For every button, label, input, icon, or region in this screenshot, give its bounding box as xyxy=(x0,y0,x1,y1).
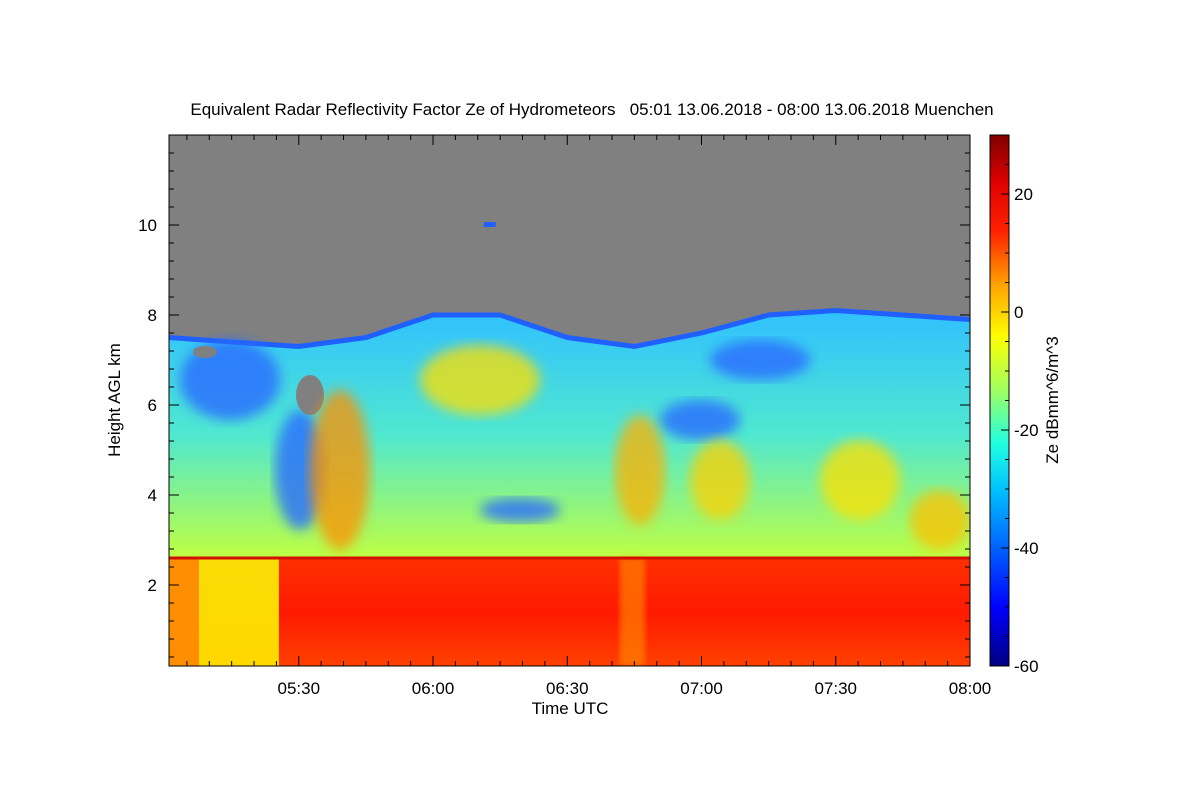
isolated-echo xyxy=(483,222,496,227)
colorbar-ticks: 20 0 -20 -40 -60 xyxy=(1001,134,1039,676)
chart-title: Equivalent Radar Reflectivity Factor Ze … xyxy=(190,100,993,119)
y-axis: 2 4 6 8 10 xyxy=(138,152,970,658)
fall-streak xyxy=(910,490,970,550)
fall-streak xyxy=(820,440,900,520)
colorbar-tick-label: -60 xyxy=(1014,657,1039,676)
x-tick-label: 06:30 xyxy=(546,679,589,698)
fall-streak xyxy=(615,415,665,525)
x-tick-label: 07:30 xyxy=(814,679,857,698)
cloud-top-edge xyxy=(169,307,970,350)
no-echo-hole xyxy=(296,375,324,415)
y-tick-label: 2 xyxy=(148,576,157,595)
x-axis: 05:30 06:00 06:30 07:00 07:30 08:00 xyxy=(186,135,992,698)
rain-streak xyxy=(620,558,645,666)
x-tick-label: 08:00 xyxy=(949,679,992,698)
y-tick-label: 8 xyxy=(148,306,157,325)
colorbar-tick-label: -20 xyxy=(1014,421,1039,440)
x-axis-label: Time UTC xyxy=(532,699,609,718)
colorbar-tick-label: 0 xyxy=(1014,303,1023,322)
fall-streak xyxy=(420,345,540,415)
y-axis-label: Height AGL km xyxy=(105,343,124,457)
cloud-echo xyxy=(169,222,970,666)
low-echo-patch xyxy=(710,340,810,380)
colorbar-tick-label: -40 xyxy=(1014,539,1039,558)
fall-streak xyxy=(690,440,750,520)
low-echo-patch xyxy=(180,340,280,420)
plot-frame xyxy=(168,134,971,667)
fall-streak xyxy=(310,390,370,550)
y-tick-label: 4 xyxy=(148,486,157,505)
rain-layer-edge xyxy=(169,558,199,666)
x-tick-label: 07:00 xyxy=(680,679,723,698)
colorbar-tick-label: 20 xyxy=(1014,185,1033,204)
low-echo-patch xyxy=(480,498,560,522)
x-tick-label: 05:30 xyxy=(277,679,320,698)
y-tick-label: 6 xyxy=(148,396,157,415)
plot-area xyxy=(169,135,970,666)
colorbar-label: Ze dBmm^6/m^3 xyxy=(1043,336,1062,463)
low-echo-patch xyxy=(660,400,740,440)
no-echo-hole xyxy=(193,346,217,358)
y-tick-label: 10 xyxy=(138,216,157,235)
x-tick-label: 06:00 xyxy=(412,679,455,698)
